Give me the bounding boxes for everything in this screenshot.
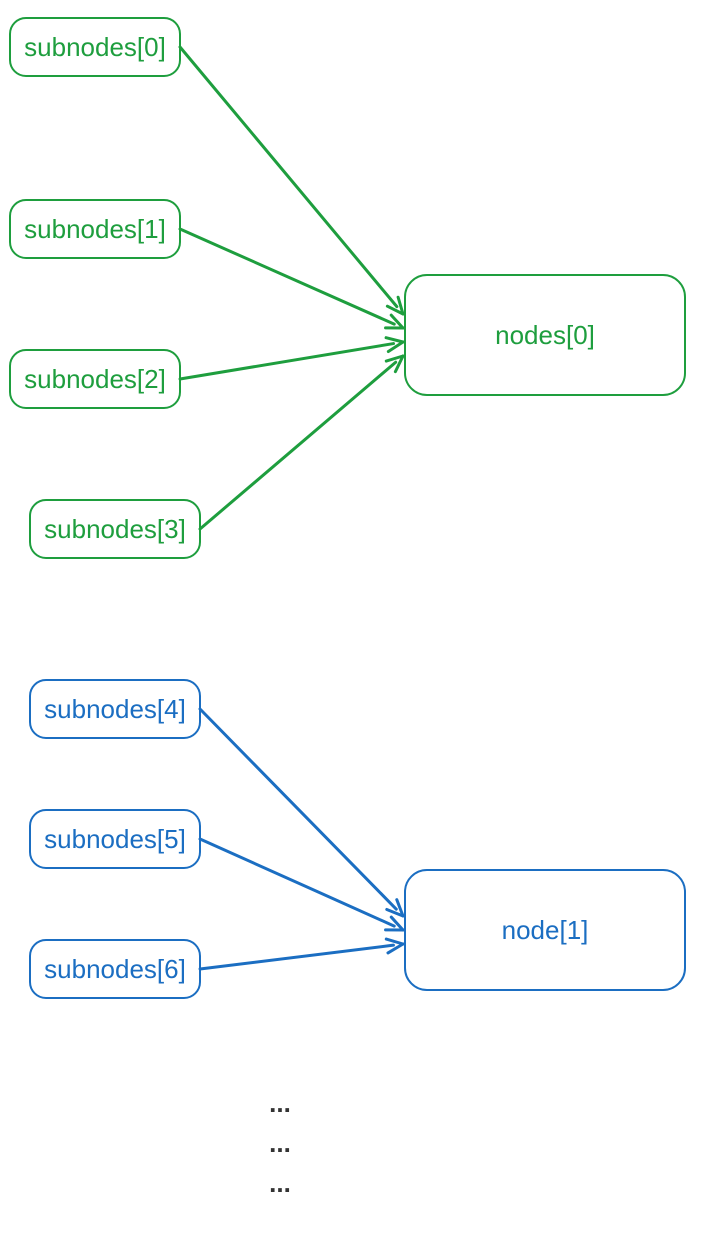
edge-subnodes-2-to-nodes-0 (180, 338, 403, 379)
source-node-subnodes-0-label: subnodes[0] (24, 32, 166, 62)
source-node-subnodes-2: subnodes[2] (10, 350, 180, 408)
source-node-subnodes-3-label: subnodes[3] (44, 514, 186, 544)
source-node-subnodes-2-label: subnodes[2] (24, 364, 166, 394)
edge-subnodes-0-to-nodes-0 (180, 47, 403, 314)
diagram-canvas: subnodes[0] subnodes[1] subnodes[2] subnode… (0, 0, 720, 1240)
target-node-nodes-0-label: nodes[0] (495, 320, 595, 350)
target-node-node-1: node[1] (405, 870, 685, 990)
source-node-subnodes-3: subnodes[3] (30, 500, 200, 558)
source-node-subnodes-1-label: subnodes[1] (24, 214, 166, 244)
source-node-subnodes-1: subnodes[1] (10, 200, 180, 258)
source-node-subnodes-6: subnodes[6] (30, 940, 200, 998)
edge-subnodes-1-to-nodes-0 (180, 229, 403, 328)
source-node-subnodes-6-label: subnodes[6] (44, 954, 186, 984)
target-node-nodes-0: nodes[0] (405, 275, 685, 395)
edge-subnodes-3-to-nodes-0 (200, 356, 403, 529)
source-node-subnodes-4-label: subnodes[4] (44, 694, 186, 724)
ellipsis-1: ... (269, 1128, 291, 1158)
edge-subnodes-6-to-node-1 (200, 939, 403, 969)
ellipsis-0: ... (269, 1088, 291, 1118)
source-node-subnodes-0: subnodes[0] (10, 18, 180, 76)
source-node-subnodes-5: subnodes[5] (30, 810, 200, 868)
target-node-node-1-label: node[1] (502, 915, 589, 945)
source-node-subnodes-5-label: subnodes[5] (44, 824, 186, 854)
ellipsis-2: ... (269, 1168, 291, 1198)
source-node-subnodes-4: subnodes[4] (30, 680, 200, 738)
